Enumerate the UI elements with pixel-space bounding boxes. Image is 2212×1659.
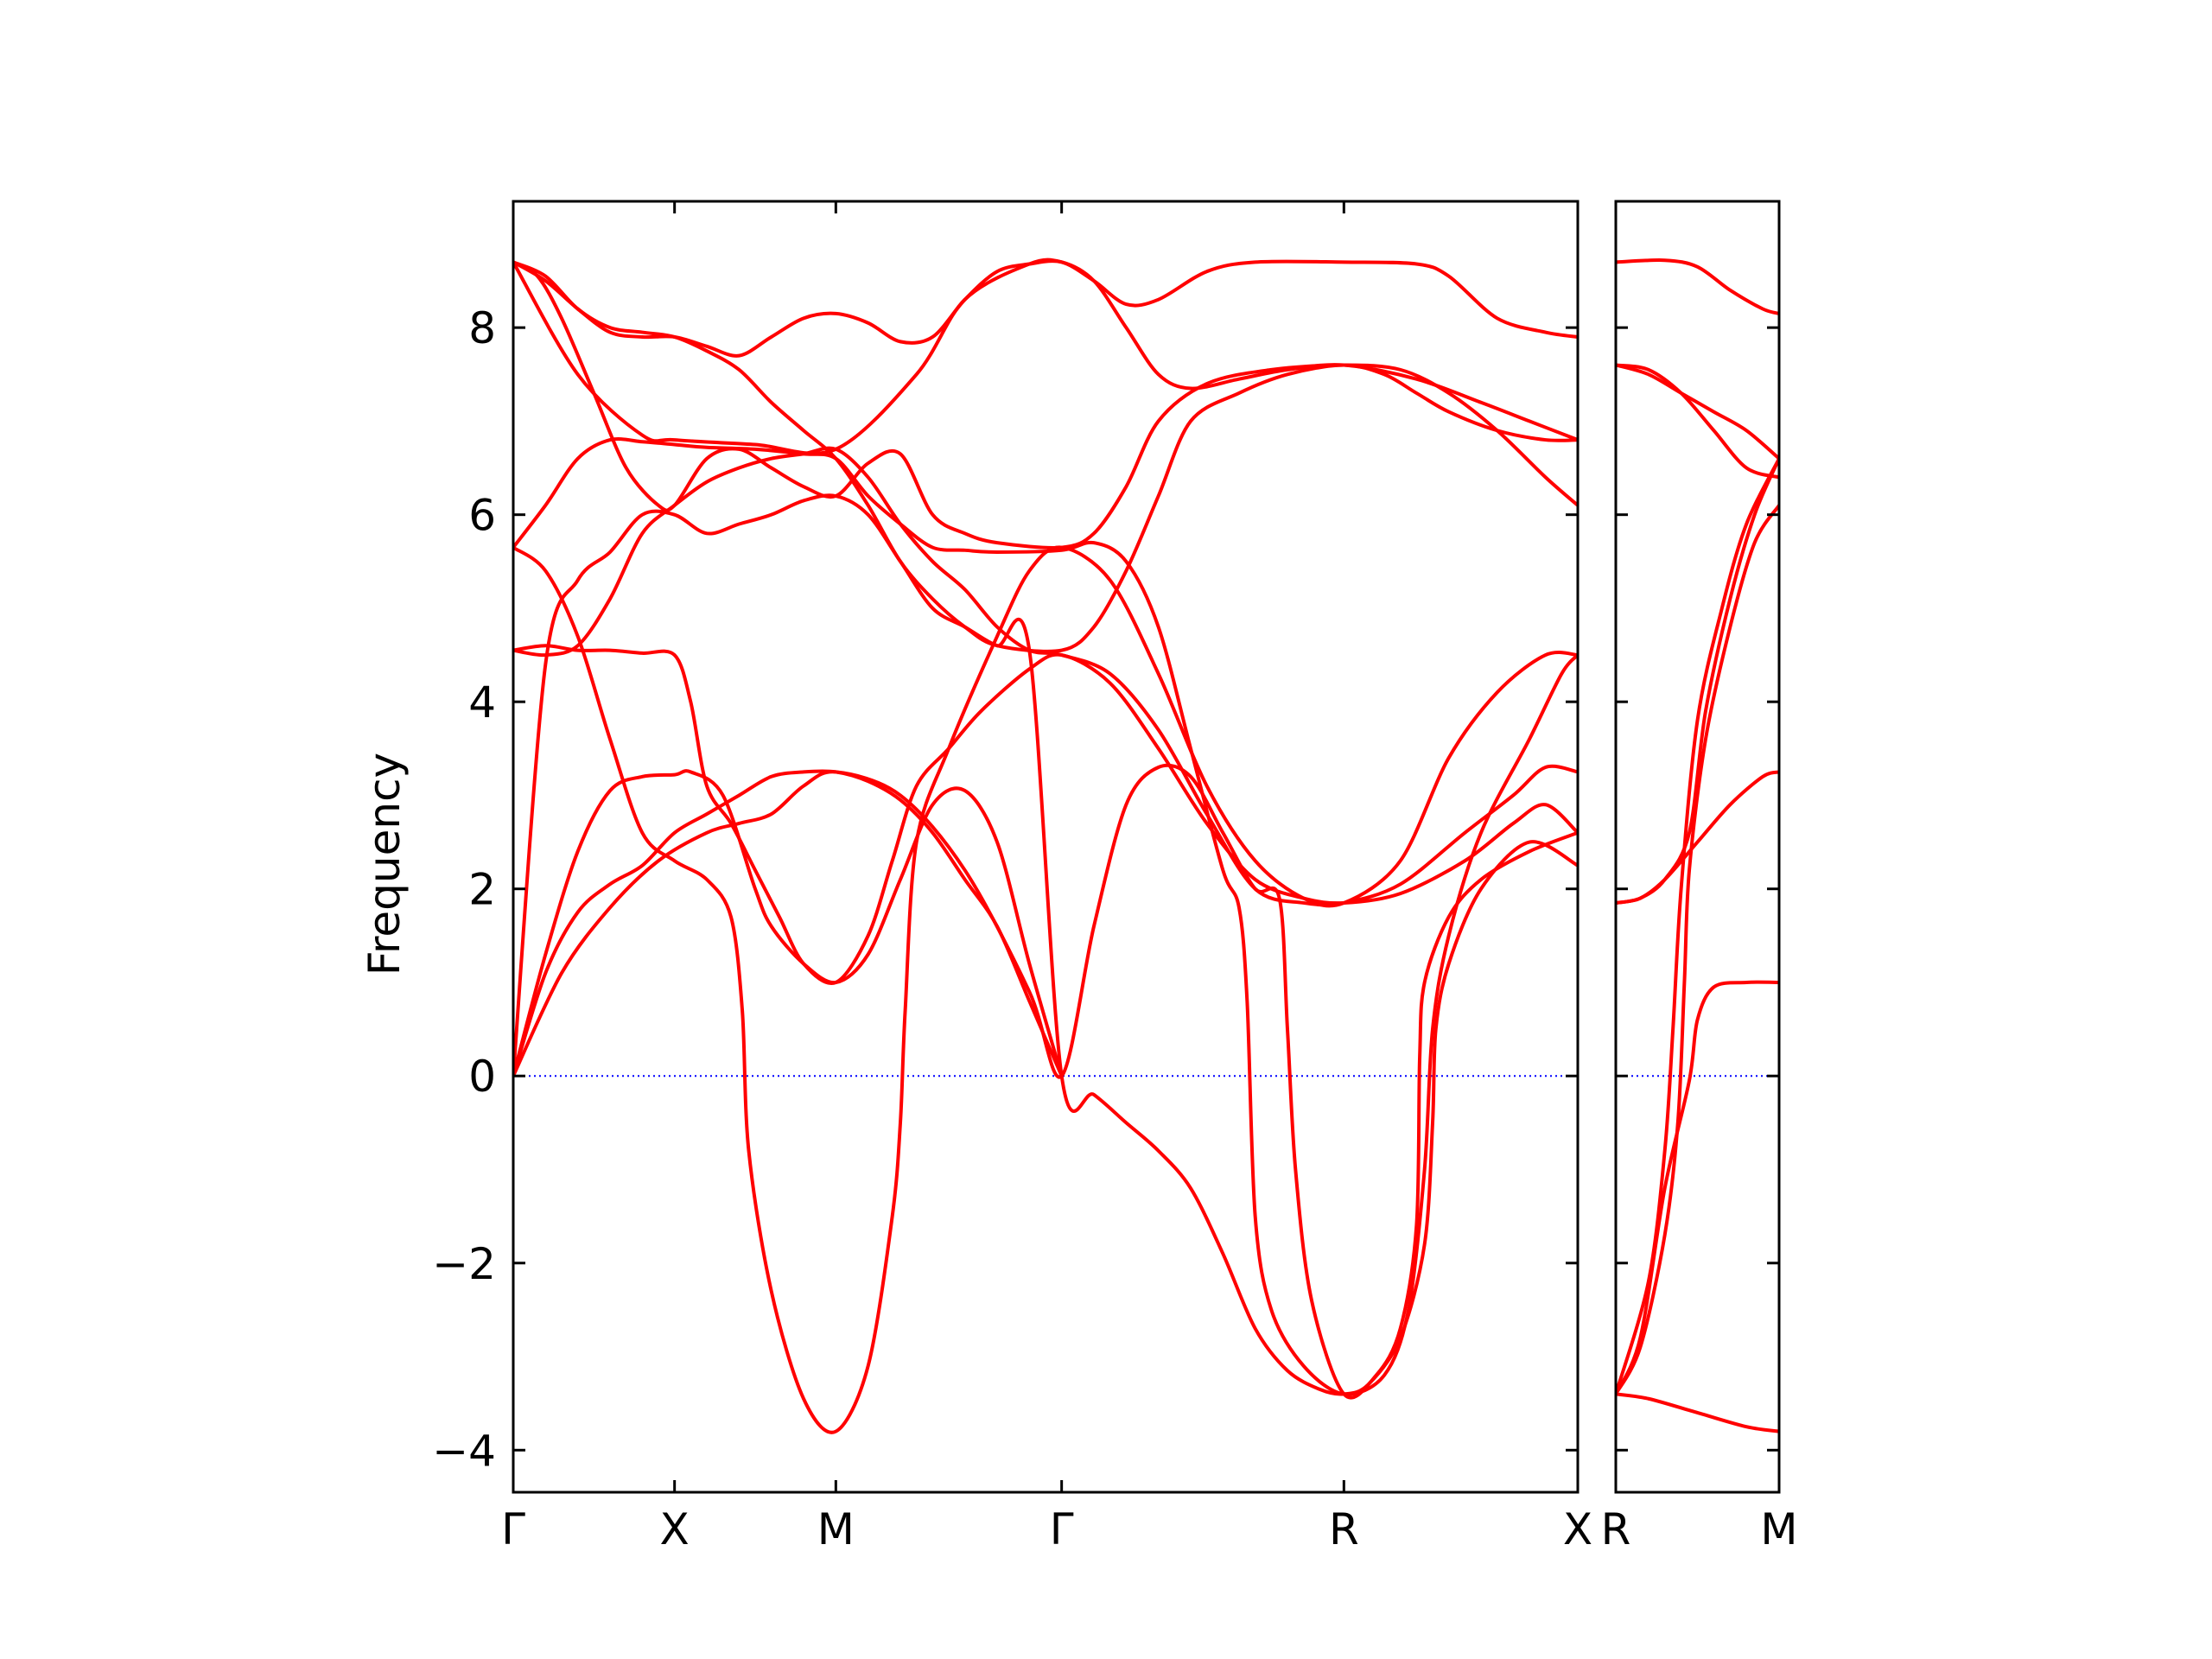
y-tick-label: 8 xyxy=(468,303,496,353)
phonon-band-side-7 xyxy=(1616,363,1779,480)
y-tick-label: 4 xyxy=(468,677,496,728)
phonon-band-side-9 xyxy=(1616,258,1779,315)
y-tick-label: 0 xyxy=(468,1052,496,1102)
main-panel: −4 −2 0 2 4 6 8 Γ X M Γ R X xyxy=(432,200,1592,1554)
phonon-band-main-7 xyxy=(513,260,1578,653)
y-tick-label: 6 xyxy=(468,491,496,541)
x-tick-label: R xyxy=(1329,1504,1359,1554)
phonon-band-side-4 xyxy=(1616,503,1779,1396)
phonon-band-main-2 xyxy=(513,769,1064,1078)
y-tick-label: −2 xyxy=(432,1239,496,1289)
phonon-band-main-8 xyxy=(513,260,1578,550)
x-tick-label: Γ xyxy=(501,1504,525,1554)
phonon-band-main-9 xyxy=(513,259,1578,358)
x-tick-label: X xyxy=(660,1504,690,1554)
phonon-band-side-8 xyxy=(1616,363,1779,461)
phonon-band-main-11 xyxy=(513,257,1578,455)
main-plot-frame xyxy=(512,200,1580,1494)
phonon-band-main-12 xyxy=(513,763,1578,1400)
side-plot-frame xyxy=(1614,200,1781,1494)
phonon-band-main-1 xyxy=(513,769,1064,1078)
main-bands xyxy=(513,257,1578,1434)
phonon-band-main-10 xyxy=(513,493,1578,1396)
x-tick-label: Γ xyxy=(1050,1504,1074,1554)
phonon-band-side-2 xyxy=(1616,980,1779,1396)
y-tick-label: −4 xyxy=(432,1426,496,1476)
side-bands xyxy=(1616,258,1779,1433)
x-tick-label: R xyxy=(1601,1504,1631,1554)
y-axis-label: Frequency xyxy=(359,753,410,976)
x-tick-label: M xyxy=(1760,1504,1797,1554)
y-tick-label: 2 xyxy=(468,865,496,915)
phonon-band-main-3 xyxy=(513,644,1578,986)
phonon-band-side-6 xyxy=(1616,456,1779,905)
phonon-band-main-6 xyxy=(513,436,1578,1396)
phonon-band-side-1 xyxy=(1616,1392,1779,1433)
x-tick-label: M xyxy=(817,1504,855,1554)
phonon-band-main-5 xyxy=(513,545,1578,1434)
phonon-band-side-5 xyxy=(1616,456,1779,1396)
x-tick-label: X xyxy=(1563,1504,1592,1554)
